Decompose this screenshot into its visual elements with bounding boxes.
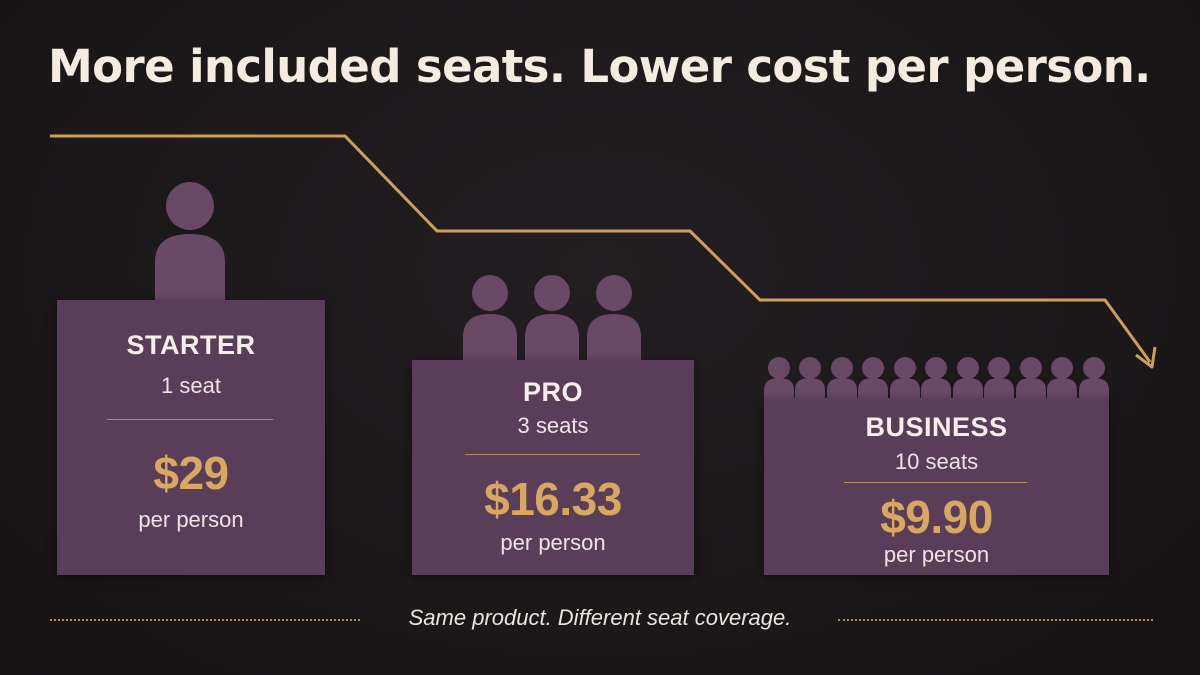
- person-icon: [1079, 357, 1109, 398]
- price-unit: per person: [883, 542, 990, 567]
- person-icon: [827, 357, 857, 398]
- divider: [844, 482, 1027, 483]
- person-icon: [587, 275, 641, 360]
- person-icon: [984, 357, 1014, 398]
- plan-name: BUSINESS: [865, 412, 1008, 442]
- headline: More included seats. Lower cost per pers…: [48, 40, 1151, 93]
- plan-name: PRO: [522, 377, 583, 407]
- person-icon: [953, 357, 983, 398]
- pro-seat-icons: [463, 275, 641, 360]
- footer-divider-right: [838, 619, 1153, 621]
- price-per-person: $9.90: [880, 491, 993, 543]
- price-per-person: $29: [153, 447, 229, 499]
- person-icon: [1047, 357, 1077, 398]
- seat-count: 1 seat: [161, 373, 221, 398]
- footer-divider-left: [50, 619, 360, 621]
- pro-plan-card: PRO 3 seats $16.33 per person: [412, 360, 694, 575]
- price-unit: per person: [138, 507, 244, 532]
- person-icon: [1016, 357, 1046, 398]
- trend-arrow-head: [1135, 346, 1157, 369]
- seat-count: 3 seats: [517, 413, 589, 438]
- divider: [107, 419, 273, 420]
- starter-plan-card: STARTER 1 seat $29 per person: [57, 300, 325, 575]
- plan-name: STARTER: [126, 330, 256, 360]
- business-plan-card: BUSINESS 10 seats $9.90 per person: [764, 398, 1109, 575]
- starter-seat-icons: [155, 182, 225, 300]
- divider: [465, 454, 640, 455]
- person-icon: [858, 357, 888, 398]
- seat-count: 10 seats: [894, 449, 979, 474]
- person-icon: [525, 275, 579, 360]
- trend-arrow-line: [50, 134, 1152, 363]
- price-unit: per person: [500, 530, 606, 555]
- person-icon: [795, 357, 825, 398]
- person-icon: [463, 275, 517, 360]
- person-icon: [764, 357, 794, 398]
- footer-tagline: Same product. Different seat coverage.: [408, 605, 792, 630]
- person-icon: [890, 357, 920, 398]
- price-per-person: $16.33: [484, 473, 622, 525]
- business-seat-icons: [764, 357, 1109, 398]
- person-icon: [155, 182, 225, 300]
- person-icon: [921, 357, 951, 398]
